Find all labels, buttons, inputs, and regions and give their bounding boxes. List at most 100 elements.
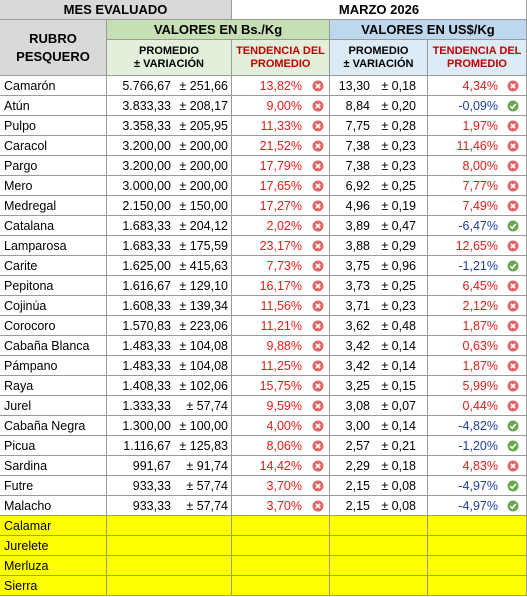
us-tendencia: -1,20% bbox=[458, 439, 498, 453]
empty-cell bbox=[0, 556, 107, 576]
us-promedio: 3,00 bbox=[345, 419, 370, 433]
up-icon bbox=[312, 260, 324, 272]
us-tendencia: 8,00% bbox=[462, 159, 498, 173]
table-cell bbox=[107, 456, 232, 476]
table-cell bbox=[330, 376, 428, 396]
row-name: Malacho bbox=[4, 499, 52, 513]
bs-tendencia: 17,79% bbox=[259, 159, 302, 173]
down-icon bbox=[507, 500, 519, 512]
table-cell bbox=[107, 356, 232, 376]
up-icon bbox=[312, 460, 324, 472]
down-icon bbox=[507, 100, 519, 112]
bs-promedio: 991,67 bbox=[132, 459, 171, 473]
table-cell bbox=[107, 296, 232, 316]
us-promedio: 3,89 bbox=[345, 219, 370, 233]
table-cell bbox=[330, 476, 428, 496]
table-cell bbox=[107, 236, 232, 256]
table-cell bbox=[107, 76, 232, 96]
bs-variacion: ± 100,00 bbox=[179, 419, 228, 433]
up-icon bbox=[312, 120, 324, 132]
row-name: Sardina bbox=[4, 459, 48, 473]
sub-header-line: TENDENCIA DEL bbox=[236, 44, 325, 57]
row-name: Pulpo bbox=[4, 119, 36, 133]
table-cell bbox=[0, 196, 107, 216]
table-cell bbox=[232, 116, 330, 136]
down-icon bbox=[507, 260, 519, 272]
table-cell bbox=[330, 116, 428, 136]
us-variacion: ± 0,18 bbox=[381, 459, 416, 473]
empty-cell bbox=[428, 536, 527, 556]
up-icon bbox=[507, 200, 519, 212]
row-name: Jurel bbox=[4, 399, 32, 413]
table-cell bbox=[232, 136, 330, 156]
bs-promedio: 1.625,00 bbox=[122, 259, 171, 273]
us-tendencia: 11,46% bbox=[456, 139, 498, 153]
bs-variacion: ± 208,17 bbox=[179, 99, 228, 113]
us-tendencia: 0,63% bbox=[462, 339, 498, 353]
us-variacion: ± 0,96 bbox=[381, 259, 416, 273]
bs-variacion: ± 57,74 bbox=[186, 399, 228, 413]
table-cell bbox=[0, 96, 107, 116]
bs-promedio: 3.833,33 bbox=[122, 99, 171, 113]
us-tendencia: 1,87% bbox=[462, 359, 498, 373]
row-name: Lamparosa bbox=[4, 239, 67, 253]
table-cell bbox=[107, 436, 232, 456]
us-tendencia: -4,82% bbox=[458, 419, 498, 433]
table-cell bbox=[0, 476, 107, 496]
table-cell bbox=[0, 136, 107, 156]
us-variacion: ± 0,23 bbox=[381, 299, 416, 313]
up-icon bbox=[507, 380, 519, 392]
table-cell bbox=[232, 236, 330, 256]
table-cell bbox=[330, 356, 428, 376]
bs-tendencia: 3,70% bbox=[266, 479, 302, 493]
us-tendencia: 0,44% bbox=[462, 399, 498, 413]
bs-variacion: ± 205,95 bbox=[179, 119, 228, 133]
row-name: Raya bbox=[4, 379, 34, 393]
us-variacion: ± 0,20 bbox=[381, 99, 416, 113]
table-cell bbox=[107, 96, 232, 116]
sub-header-line: PROMEDIO bbox=[250, 57, 311, 70]
table-cell bbox=[330, 216, 428, 236]
table-cell bbox=[0, 76, 107, 96]
row-name: Calamar bbox=[4, 519, 52, 533]
up-icon bbox=[312, 180, 324, 192]
table-cell bbox=[107, 276, 232, 296]
sub-header-line: TENDENCIA DEL bbox=[432, 44, 522, 57]
empty-cell bbox=[0, 536, 107, 556]
us-tendencia: -6,47% bbox=[458, 219, 498, 233]
bs-promedio: 1.408,33 bbox=[122, 379, 171, 393]
table-cell bbox=[330, 96, 428, 116]
row-name: Sierra bbox=[4, 579, 38, 593]
us-variacion: ± 0,29 bbox=[381, 239, 416, 253]
down-icon bbox=[507, 220, 519, 232]
empty-cell bbox=[330, 576, 428, 596]
table-cell bbox=[0, 236, 107, 256]
table-cell bbox=[232, 96, 330, 116]
sub-header-line: PROMEDIO bbox=[447, 57, 507, 70]
bs-promedio: 5.766,67 bbox=[122, 79, 171, 93]
bs-variacion: ± 204,12 bbox=[179, 219, 228, 233]
us-variacion: ± 0,14 bbox=[381, 359, 416, 373]
us-variacion: ± 0,19 bbox=[381, 199, 416, 213]
empty-cell bbox=[232, 556, 330, 576]
table-cell bbox=[0, 216, 107, 236]
row-name: Cabaña Negra bbox=[4, 419, 86, 433]
up-icon bbox=[507, 140, 519, 152]
table-cell bbox=[232, 196, 330, 216]
us-promedio: 2,15 bbox=[345, 499, 370, 513]
sub-header-line: ± VARIACIÓN bbox=[133, 57, 204, 70]
table-cell bbox=[0, 256, 107, 276]
table-cell bbox=[107, 476, 232, 496]
bs-variacion: ± 57,74 bbox=[186, 479, 228, 493]
row-name: Cojinúa bbox=[4, 299, 47, 313]
table-cell bbox=[0, 436, 107, 456]
up-icon bbox=[312, 340, 324, 352]
us-variacion: ± 0,07 bbox=[381, 399, 416, 413]
us-promedio: 7,75 bbox=[345, 119, 370, 133]
table-cell bbox=[232, 356, 330, 376]
up-icon bbox=[312, 380, 324, 392]
bs-tendencia: 17,65% bbox=[259, 179, 302, 193]
table-cell bbox=[0, 156, 107, 176]
bs-tendencia: 4,00% bbox=[266, 419, 302, 433]
table-cell bbox=[330, 256, 428, 276]
